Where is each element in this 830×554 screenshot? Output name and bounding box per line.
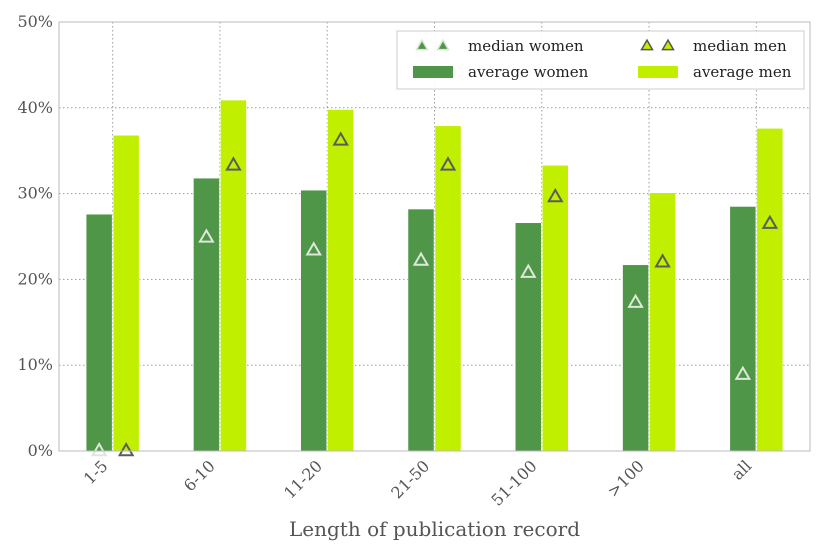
marker-median-women [90,442,108,457]
legend-average-women-label: average women [468,63,589,81]
bar-average-men [327,109,354,452]
bar-average-men [649,192,676,452]
marker-median-women [734,365,752,380]
bar-average-men [756,128,784,452]
x-tick-label: 51-100 [487,456,540,509]
y-tick-label: 30% [17,184,53,203]
marker-median-women [305,241,322,256]
x-tick-label: 21-50 [387,456,433,502]
marker-median-women [520,263,537,278]
legend-median-men-swatch [661,38,675,51]
bar-average-women [407,208,435,452]
bar-average-women [300,189,327,452]
marker-median-men [225,156,242,171]
legend-median-men-swatch [640,38,654,51]
legend-average-men-swatch [638,66,678,78]
x-tick-label: 11-20 [280,456,326,502]
y-tick-label: 50% [17,12,53,31]
bar-average-women [85,213,113,452]
plot-frame [58,21,811,452]
bar-average-women [515,222,542,452]
legend-average-women-swatch [413,66,453,78]
marker-median-men [439,156,457,171]
marker-median-men [332,131,349,146]
legend-box [396,30,805,90]
x-tick-label: 1-5 [80,456,112,488]
legend-median-women-swatch [415,38,429,51]
x-axis-title: Length of publication record [289,517,580,541]
y-tick-label: 10% [17,355,53,374]
bar-average-men [112,135,140,452]
y-tick-label: 20% [17,269,53,288]
bar-average-men [434,125,462,452]
y-axis: 0% 10% 20% 30% 40% 50% [17,12,53,460]
y-tick-label: 0% [28,441,53,460]
x-tick-label: 6-10 [180,456,219,495]
x-axis: 1-5 6-10 11-20 21-50 51-100 >100 all [80,456,755,509]
x-tick-label: >100 [603,456,648,501]
marker-median-men [654,253,671,268]
legend: median women median men average women avera… [396,30,805,90]
marker-median-men [761,214,779,229]
bar-average-women [622,264,649,452]
bar-average-women [729,206,757,452]
marker-median-men [117,442,135,457]
legend-median-women-label: median women [468,37,584,55]
bars [85,99,784,452]
legend-average-men-label: average men [693,63,792,81]
bar-average-women [193,177,220,452]
marker-median-men [547,188,564,203]
marker-median-women [412,251,430,266]
bar-average-men [542,165,569,452]
legend-median-men-label: median men [693,37,787,55]
marker-median-women [198,228,215,243]
legend-median-women-swatch [436,38,450,51]
x-tick-label: all [728,456,755,483]
bar-average-men [220,99,247,452]
marker-median-women [627,293,644,308]
y-tick-label: 40% [17,98,53,117]
median-markers [90,131,779,457]
